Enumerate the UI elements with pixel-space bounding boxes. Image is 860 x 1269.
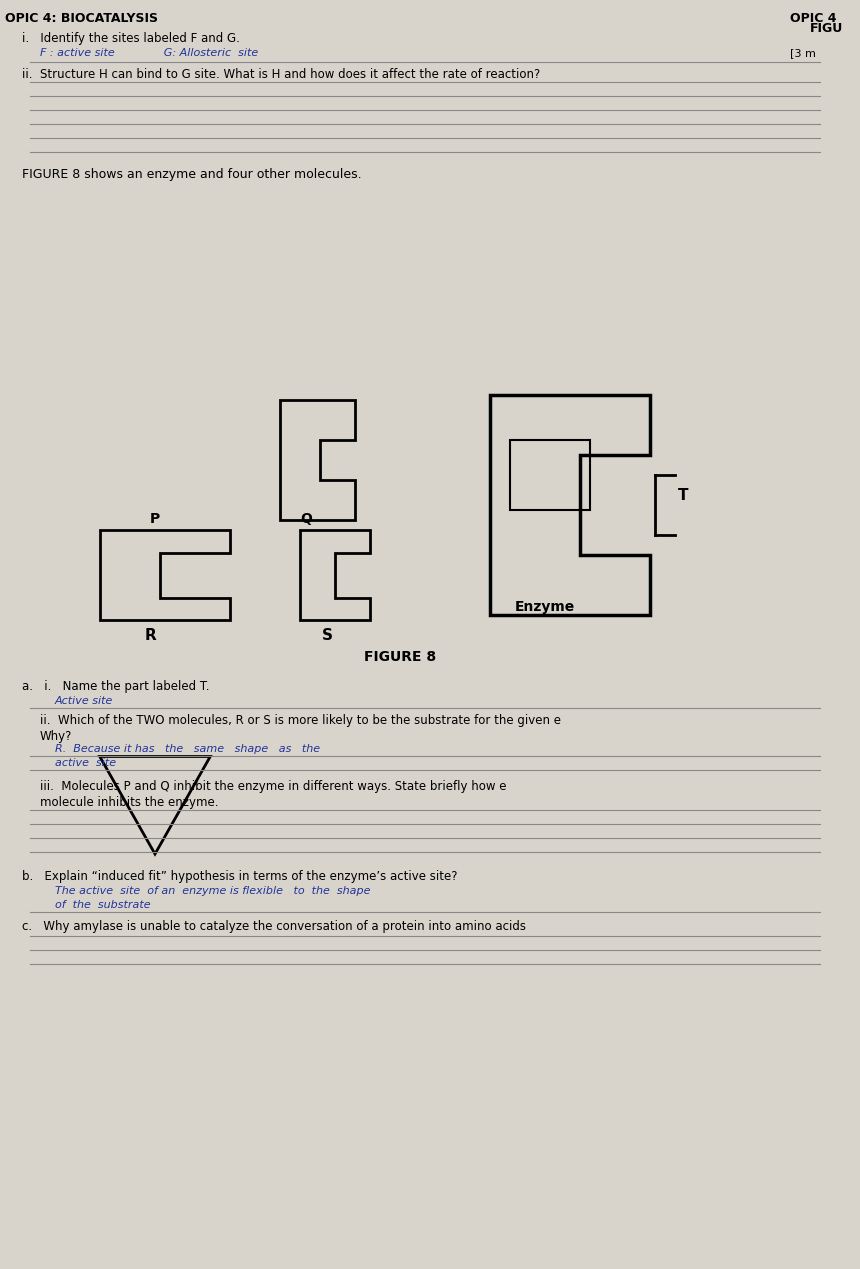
- Text: FIGURE 8 shows an enzyme and four other molecules.: FIGURE 8 shows an enzyme and four other …: [22, 168, 361, 181]
- Text: R.  Because it has   the   same   shape   as   the: R. Because it has the same shape as the: [55, 744, 320, 754]
- Text: c.   Why amylase is unable to catalyze the conversation of a protein into amino : c. Why amylase is unable to catalyze the…: [22, 920, 526, 933]
- Text: The active  site  of an  enzyme is flexible   to  the  shape: The active site of an enzyme is flexible…: [55, 886, 371, 896]
- Bar: [510, 440, 590, 510]
- Text: ii.  Structure H can bind to G site. What is H and how does it affect the rate o: ii. Structure H can bind to G site. What…: [22, 69, 540, 81]
- Text: [3 m: [3 m: [790, 48, 816, 58]
- Text: F : active site              G: Allosteric  site: F : active site G: Allosteric site: [40, 48, 258, 58]
- Text: P: P: [150, 511, 160, 525]
- Text: Enzyme: Enzyme: [515, 600, 575, 614]
- Text: OPIC 4: OPIC 4: [790, 11, 837, 25]
- Text: of  the  substrate: of the substrate: [55, 900, 150, 910]
- Text: Q: Q: [300, 511, 312, 525]
- Text: T: T: [678, 487, 689, 503]
- Text: ii.  Which of the TWO molecules, R or S is more likely to be the substrate for t: ii. Which of the TWO molecules, R or S i…: [40, 714, 561, 727]
- Text: i.   Identify the sites labeled F and G.: i. Identify the sites labeled F and G.: [22, 32, 240, 44]
- Text: S: S: [322, 628, 333, 643]
- Text: b.   Explain “induced fit” hypothesis in terms of the enzyme’s active site?: b. Explain “induced fit” hypothesis in t…: [22, 871, 458, 883]
- Text: Why?: Why?: [40, 730, 72, 744]
- Text: Active site: Active site: [55, 695, 114, 706]
- Text: active  site: active site: [55, 758, 116, 768]
- Text: molecule inhibits the enzyme.: molecule inhibits the enzyme.: [40, 796, 218, 810]
- Text: OPIC 4: BIOCATALYSIS: OPIC 4: BIOCATALYSIS: [5, 11, 158, 25]
- Text: iii.  Molecules P and Q inhibit the enzyme in different ways. State briefly how : iii. Molecules P and Q inhibit the enzym…: [40, 780, 507, 793]
- Text: a.   i.   Name the part labeled T.: a. i. Name the part labeled T.: [22, 680, 210, 693]
- Text: FIGURE 8: FIGURE 8: [364, 650, 436, 664]
- Text: FIGU: FIGU: [810, 22, 844, 36]
- Text: R: R: [145, 628, 157, 643]
